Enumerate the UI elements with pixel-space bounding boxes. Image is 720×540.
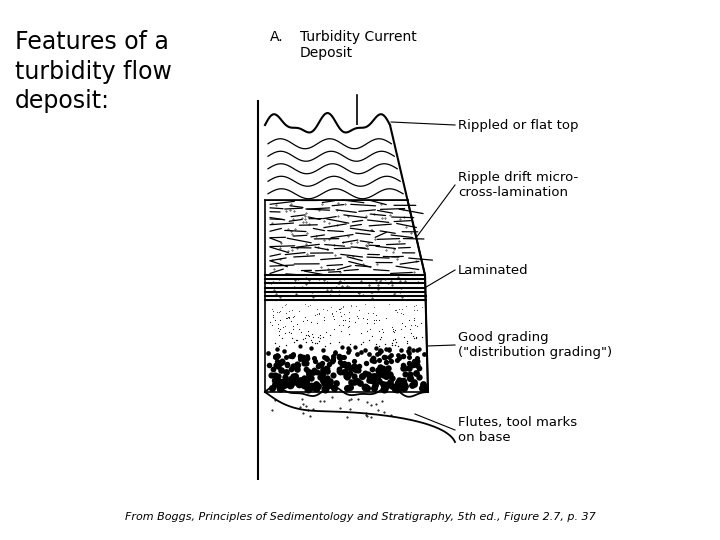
Polygon shape — [265, 275, 426, 300]
Text: A.: A. — [270, 30, 284, 44]
Polygon shape — [265, 300, 428, 392]
Text: Good grading
("distribution grading"): Good grading ("distribution grading") — [458, 331, 612, 359]
Text: Features of a
turbidity flow
deposit:: Features of a turbidity flow deposit: — [15, 30, 172, 113]
Polygon shape — [265, 125, 408, 200]
Polygon shape — [265, 200, 425, 275]
Polygon shape — [265, 387, 455, 462]
Text: Flutes, tool marks
on base: Flutes, tool marks on base — [458, 416, 577, 444]
Text: Turbidity Current
Deposit: Turbidity Current Deposit — [300, 30, 417, 60]
Text: Laminated: Laminated — [458, 264, 528, 276]
Text: Ripple drift micro-
cross-lamination: Ripple drift micro- cross-lamination — [458, 171, 578, 199]
Text: Rippled or flat top: Rippled or flat top — [458, 118, 578, 132]
Text: From Boggs, Principles of Sedimentology and Stratigraphy, 5th ed., Figure 2.7, p: From Boggs, Principles of Sedimentology … — [125, 512, 595, 522]
